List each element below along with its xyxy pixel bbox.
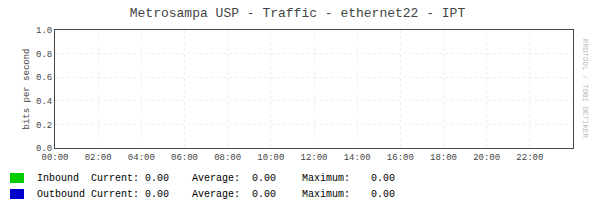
svg-text:06:00: 06:00 — [171, 153, 198, 163]
svg-text:Inbound: Inbound — [37, 173, 79, 184]
svg-text:16:00: 16:00 — [387, 153, 414, 163]
svg-text:20:00: 20:00 — [473, 153, 500, 163]
svg-text:Maximum:: Maximum: — [302, 189, 350, 200]
svg-text:02:00: 02:00 — [85, 153, 112, 163]
svg-text:22:00: 22:00 — [516, 153, 543, 163]
svg-text:Maximum:: Maximum: — [302, 173, 350, 184]
svg-text:10:00: 10:00 — [257, 153, 284, 163]
svg-text:08:00: 08:00 — [214, 153, 241, 163]
svg-text:Current:: Current: — [91, 189, 139, 200]
svg-text:0.00: 0.00 — [145, 189, 169, 200]
svg-text:04:00: 04:00 — [128, 153, 155, 163]
svg-text:0.00: 0.00 — [145, 173, 169, 184]
svg-text:bits per second: bits per second — [22, 48, 32, 129]
svg-text:00:00: 00:00 — [41, 153, 68, 163]
svg-text:18:00: 18:00 — [430, 153, 457, 163]
svg-text:0.0: 0.0 — [36, 144, 52, 154]
svg-text:Average:: Average: — [192, 189, 240, 200]
svg-text:0.00: 0.00 — [371, 173, 395, 184]
svg-text:1.0: 1.0 — [36, 26, 52, 36]
svg-text:12:00: 12:00 — [300, 153, 327, 163]
svg-text:Metrosampa USP - Traffic - eth: Metrosampa USP - Traffic - ethernet22 - … — [130, 6, 466, 21]
svg-text:RRDTOOL / TOBI OETIKER: RRDTOOL / TOBI OETIKER — [581, 39, 589, 139]
svg-text:0.2: 0.2 — [36, 121, 52, 131]
svg-text:0.00: 0.00 — [371, 189, 395, 200]
svg-text:0.6: 0.6 — [36, 73, 52, 83]
svg-text:0.00: 0.00 — [252, 173, 276, 184]
svg-text:14:00: 14:00 — [344, 153, 371, 163]
svg-text:0.00: 0.00 — [252, 189, 276, 200]
svg-text:Outbound: Outbound — [37, 189, 85, 200]
svg-text:Average:: Average: — [192, 173, 240, 184]
svg-text:Current:: Current: — [91, 173, 139, 184]
svg-text:0.4: 0.4 — [36, 97, 52, 107]
svg-text:0.8: 0.8 — [36, 50, 52, 60]
